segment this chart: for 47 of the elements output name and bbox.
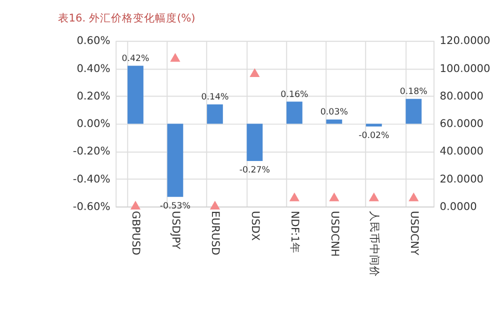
data-label: 0.03% <box>320 108 348 118</box>
point <box>250 68 260 77</box>
x-tick-label: USDJPY <box>169 210 182 250</box>
bar <box>128 66 144 124</box>
x-tick-label: USDX <box>248 210 261 241</box>
chart-title: 表16. 外汇价格变化幅度(%) <box>58 12 196 25</box>
x-tick-label: 人民币中间价 <box>368 210 382 277</box>
point <box>408 192 419 202</box>
y-tick-label: -0.40% <box>72 173 110 186</box>
y2-tick-label: 120.0000 <box>440 35 491 48</box>
x-tick-label: EURUSD <box>209 210 222 256</box>
y2-tick-label: 20.0000 <box>440 173 484 186</box>
x-tick-label: USDCNY <box>408 210 420 256</box>
point <box>368 192 379 202</box>
y-tick-label: 0.60% <box>76 35 110 48</box>
data-label: -0.53% <box>160 201 191 212</box>
point <box>170 53 180 62</box>
bar <box>246 124 263 161</box>
y2-tick-label: 0.0000 <box>440 200 478 213</box>
y-tick-label: -0.20% <box>72 146 110 158</box>
y2-tick-label: 60.0000 <box>440 118 484 130</box>
y-tick-label: 0.40% <box>76 62 110 75</box>
data-label: -0.02% <box>358 131 390 142</box>
point <box>289 192 300 202</box>
y2-tick-label: 80.0000 <box>440 90 484 102</box>
bar <box>326 120 342 124</box>
y-tick-label: 0.00% <box>76 118 110 130</box>
y-tick-label: 0.20% <box>76 90 110 102</box>
x-tick-label: NDF:1年 <box>288 210 301 254</box>
bar <box>167 124 184 197</box>
data-label: 0.42% <box>122 54 150 64</box>
data-label: 0.16% <box>280 90 308 100</box>
y-tick-label: -0.60% <box>72 200 110 213</box>
bar <box>366 124 382 126</box>
point <box>210 200 220 210</box>
x-tick-label: USDCNH <box>328 210 340 257</box>
x-tick-label: GBPUSD <box>130 210 142 256</box>
y2-tick-label: 40.0000 <box>440 146 484 158</box>
data-label: 0.14% <box>201 92 229 103</box>
point <box>130 200 141 210</box>
bar <box>286 102 302 124</box>
y2-tick-label: 100.0000 <box>440 62 491 75</box>
bar <box>406 98 422 124</box>
data-label: 0.18% <box>400 87 428 98</box>
point <box>329 192 340 202</box>
bar <box>207 104 223 124</box>
data-label: -0.27% <box>239 166 270 176</box>
